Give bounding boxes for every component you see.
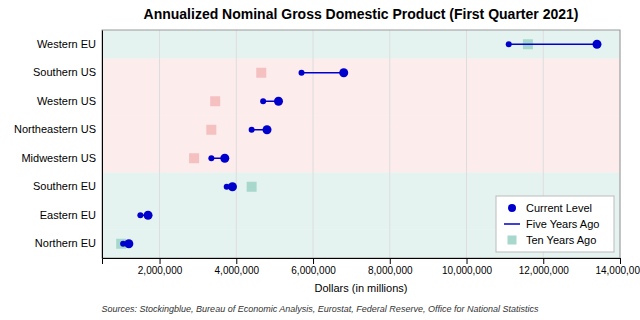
- legend-label: Current Level: [526, 202, 592, 214]
- point: [208, 155, 214, 161]
- title: Annualized Nominal Gross Domestic Produc…: [144, 6, 579, 22]
- x-axis-title: Dollars (in millions): [315, 282, 408, 294]
- x-tick: 2,000,000: [138, 258, 183, 276]
- x-tick-mark: [467, 258, 468, 264]
- x-tick-label: 8,000,000: [368, 265, 413, 276]
- chart: 2,000,000 4,000,000 6,000,000 8,000,000 10,0…: [0, 0, 640, 320]
- x-tick-label: 2,000,000: [138, 265, 183, 276]
- row-band: [102, 30, 620, 59]
- series-2: [116, 39, 533, 249]
- y-axis: Northern EU Eastern EU Southern EU Midweste…: [14, 31, 102, 259]
- series-0: [124, 40, 601, 249]
- y-tick-label: Western US: [37, 95, 96, 107]
- point: [228, 182, 237, 191]
- y-axis-line: [102, 31, 103, 259]
- legend-box: [496, 196, 614, 252]
- point: [274, 97, 283, 106]
- point: [247, 182, 257, 192]
- legend-label: Ten Years Ago: [526, 234, 596, 246]
- row-bands: [102, 30, 620, 258]
- source: Sources: Stockingblue, Bureau of Economi…: [102, 304, 539, 314]
- x-tick-label: 10,000,000: [442, 265, 492, 276]
- grid-line: [236, 30, 237, 258]
- grid-line: [389, 30, 390, 258]
- legend-symbol: [504, 223, 520, 225]
- x-tick: 14,000,000: [595, 258, 640, 276]
- x-tick-label: 14,000,000: [595, 265, 640, 276]
- row-band: [102, 59, 620, 88]
- row-band: [102, 116, 620, 145]
- x-axis-line: [103, 259, 621, 265]
- connector: [302, 72, 344, 74]
- y-tick-label: Southern EU: [33, 180, 96, 192]
- x-tick: 8,000,000: [368, 258, 413, 276]
- x-tick-mark: [543, 258, 544, 264]
- y-tick-label: Eastern EU: [40, 209, 96, 221]
- x-tick: 10,000,000: [442, 258, 492, 276]
- x-tick: 12,000,000: [519, 258, 569, 276]
- x-tick-mark: [313, 258, 314, 264]
- grid-line: [466, 30, 467, 258]
- y-tick: Western EU: [37, 38, 102, 50]
- y-tick-label: Midwestern US: [21, 152, 96, 164]
- x-tick-mark: [620, 258, 621, 264]
- x-tick: 4,000,000: [215, 258, 260, 276]
- x-tick-mark: [390, 258, 391, 264]
- y-tick: Southern EU: [33, 180, 102, 192]
- y-tick: Southern US: [33, 66, 102, 78]
- point: [256, 68, 266, 78]
- y-tick: Midwestern US: [21, 152, 102, 164]
- x-tick-mark: [236, 258, 237, 264]
- point: [249, 127, 255, 133]
- y-tick-label: Western EU: [37, 38, 96, 50]
- y-tick: Western US: [37, 95, 102, 107]
- point: [260, 98, 266, 104]
- connector: [509, 44, 597, 46]
- x-axis: 2,000,000 4,000,000 6,000,000 8,000,000 10,0…: [103, 258, 640, 276]
- point: [189, 153, 199, 163]
- point: [210, 96, 220, 106]
- legend-symbol: [508, 236, 517, 245]
- grid: [160, 30, 620, 258]
- y-tick: Eastern EU: [40, 209, 102, 221]
- legend-label: Five Years Ago: [526, 218, 599, 230]
- legend-symbol: [508, 204, 516, 212]
- point: [144, 211, 153, 220]
- y-tick: Northeastern US: [14, 123, 102, 135]
- marks: [116, 39, 601, 249]
- x-tick-label: 4,000,000: [215, 265, 260, 276]
- point: [262, 125, 271, 134]
- grid-line: [159, 30, 160, 258]
- point: [339, 68, 348, 77]
- x-tick-label: 12,000,000: [519, 265, 569, 276]
- point: [137, 212, 143, 218]
- point: [124, 239, 133, 248]
- row-band: [102, 87, 620, 116]
- y-tick: Northern EU: [35, 237, 102, 249]
- point: [506, 41, 512, 47]
- y-tick-label: Northeastern US: [14, 123, 96, 135]
- plot-frame: [102, 30, 620, 258]
- grid-line: [313, 30, 314, 258]
- point: [206, 125, 216, 135]
- row-band: [102, 144, 620, 173]
- x-tick-label: 6,000,000: [291, 265, 336, 276]
- y-tick-label: Northern EU: [35, 237, 96, 249]
- point: [592, 40, 601, 49]
- point: [299, 70, 305, 76]
- plot: 2,000,000 4,000,000 6,000,000 8,000,000 10,0…: [14, 30, 640, 276]
- row-band: [102, 230, 620, 259]
- legend: Current Level Five Years Ago Ten Years Ago: [496, 196, 614, 252]
- x-tick: 6,000,000: [291, 258, 336, 276]
- x-tick-mark: [160, 258, 161, 264]
- point: [220, 154, 229, 163]
- y-tick-label: Southern US: [33, 66, 96, 78]
